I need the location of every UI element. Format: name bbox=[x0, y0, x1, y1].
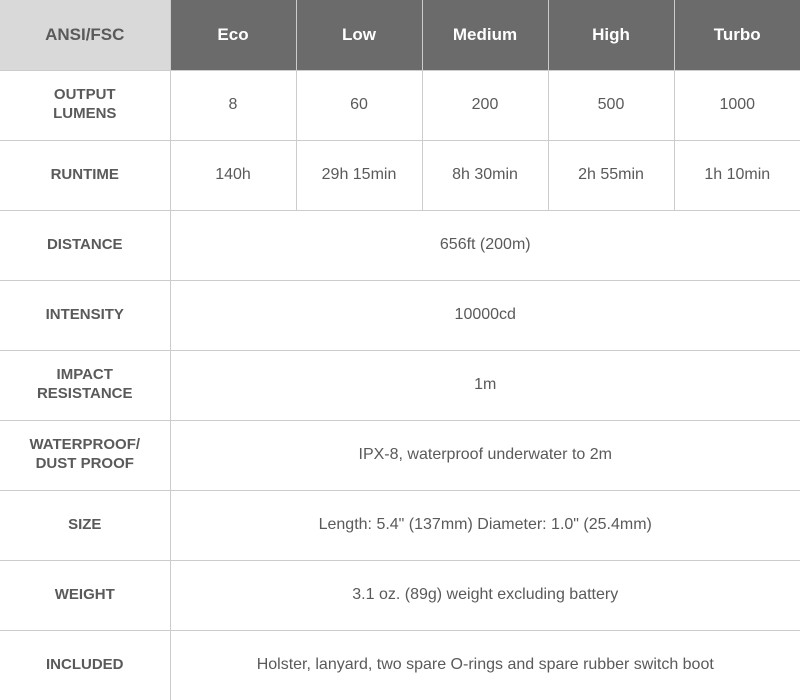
col-header-turbo: Turbo bbox=[674, 0, 800, 70]
cell: 200 bbox=[422, 70, 548, 140]
table-row: INCLUDED Holster, lanyard, two spare O-r… bbox=[0, 630, 800, 700]
row-label-impact-resistance: IMPACTRESISTANCE bbox=[0, 350, 170, 420]
row-label-size: SIZE bbox=[0, 490, 170, 560]
table-row: SIZE Length: 5.4" (137mm) Diameter: 1.0"… bbox=[0, 490, 800, 560]
cell: 1000 bbox=[674, 70, 800, 140]
table-row: IMPACTRESISTANCE 1m bbox=[0, 350, 800, 420]
cell-span: 656ft (200m) bbox=[170, 210, 800, 280]
table-row: WATERPROOF/DUST PROOF IPX-8, waterproof … bbox=[0, 420, 800, 490]
table-row: INTENSITY 10000cd bbox=[0, 280, 800, 350]
row-label-runtime: RUNTIME bbox=[0, 140, 170, 210]
row-label-waterproof: WATERPROOF/DUST PROOF bbox=[0, 420, 170, 490]
row-label-distance: DISTANCE bbox=[0, 210, 170, 280]
cell-span: 10000cd bbox=[170, 280, 800, 350]
header-row: ANSI/FSC Eco Low Medium High Turbo bbox=[0, 0, 800, 70]
cell: 29h 15min bbox=[296, 140, 422, 210]
col-header-eco: Eco bbox=[170, 0, 296, 70]
cell-span: 3.1 oz. (89g) weight excluding battery bbox=[170, 560, 800, 630]
col-header-high: High bbox=[548, 0, 674, 70]
col-header-medium: Medium bbox=[422, 0, 548, 70]
table-row: OUTPUTLUMENS 8 60 200 500 1000 bbox=[0, 70, 800, 140]
row-label-intensity: INTENSITY bbox=[0, 280, 170, 350]
table-row: WEIGHT 3.1 oz. (89g) weight excluding ba… bbox=[0, 560, 800, 630]
corner-header: ANSI/FSC bbox=[0, 0, 170, 70]
cell: 2h 55min bbox=[548, 140, 674, 210]
cell: 1h 10min bbox=[674, 140, 800, 210]
cell: 8 bbox=[170, 70, 296, 140]
cell-span: Holster, lanyard, two spare O-rings and … bbox=[170, 630, 800, 700]
row-label-output-lumens: OUTPUTLUMENS bbox=[0, 70, 170, 140]
spec-table: ANSI/FSC Eco Low Medium High Turbo OUTPU… bbox=[0, 0, 800, 700]
cell: 500 bbox=[548, 70, 674, 140]
row-label-weight: WEIGHT bbox=[0, 560, 170, 630]
table-row: DISTANCE 656ft (200m) bbox=[0, 210, 800, 280]
cell: 60 bbox=[296, 70, 422, 140]
table-row: RUNTIME 140h 29h 15min 8h 30min 2h 55min… bbox=[0, 140, 800, 210]
cell-span: IPX-8, waterproof underwater to 2m bbox=[170, 420, 800, 490]
cell-span: Length: 5.4" (137mm) Diameter: 1.0" (25.… bbox=[170, 490, 800, 560]
row-label-included: INCLUDED bbox=[0, 630, 170, 700]
col-header-low: Low bbox=[296, 0, 422, 70]
cell: 140h bbox=[170, 140, 296, 210]
cell-span: 1m bbox=[170, 350, 800, 420]
cell: 8h 30min bbox=[422, 140, 548, 210]
